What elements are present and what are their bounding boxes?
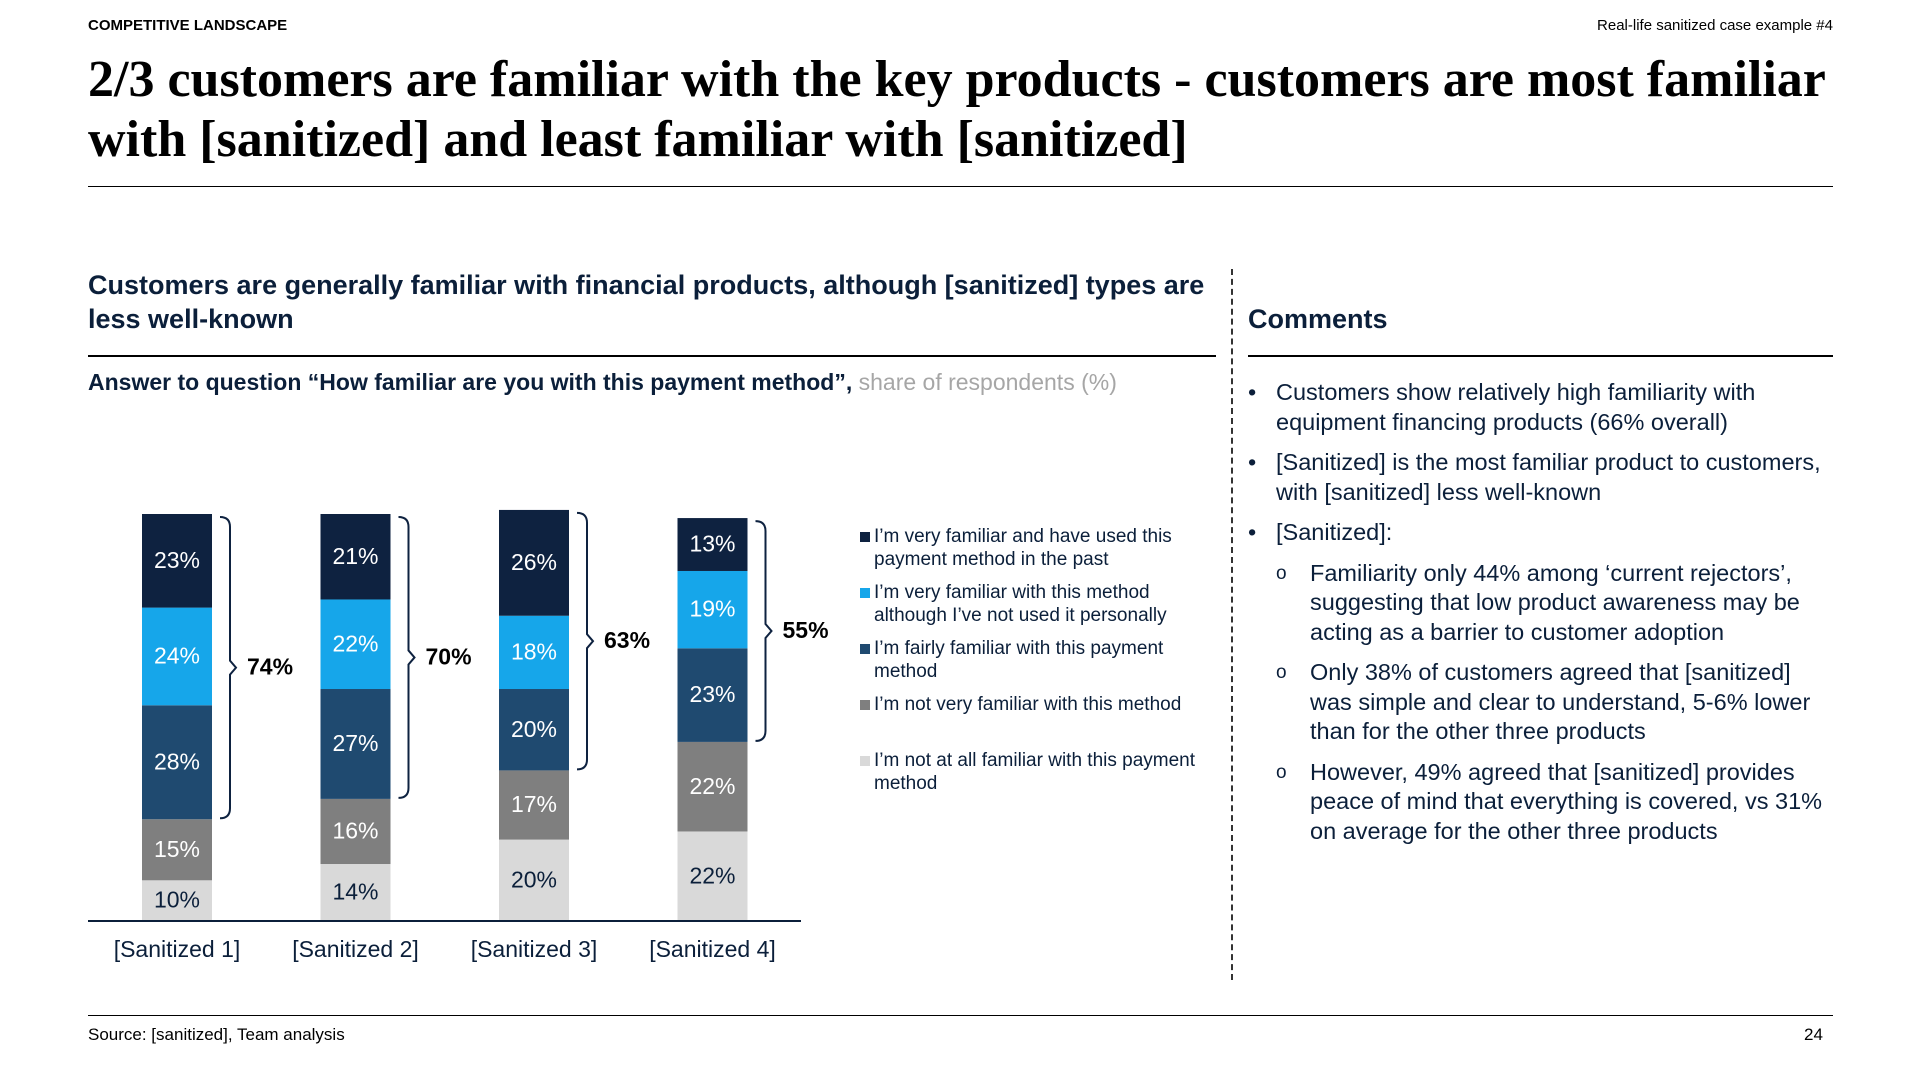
value-label: 23% <box>154 547 200 573</box>
bar-segment <box>320 514 391 600</box>
legend-label: I’m very familiar and have used this pay… <box>874 526 1172 570</box>
value-label: 20% <box>511 866 557 892</box>
bar-segment <box>499 615 569 690</box>
legend-label: I’m not very familiar with this method <box>874 694 1182 715</box>
bar-segment <box>677 570 748 649</box>
bar-segment <box>320 689 391 799</box>
legend-item: I’m very familiar with this method altho… <box>860 581 1214 627</box>
bar-segment <box>320 798 391 865</box>
comment-item: Customers show relatively high familiari… <box>1248 378 1838 437</box>
bar-segment <box>320 599 391 690</box>
comment-item: [Sanitized]: <box>1248 518 1838 548</box>
bar-segment <box>677 648 748 742</box>
bracket <box>398 516 416 799</box>
legend-swatch <box>860 588 870 598</box>
legend-swatch <box>860 532 870 542</box>
comment-subitem: Only 38% of customers agreed that [sanit… <box>1276 658 1838 747</box>
bar-segment <box>142 514 212 608</box>
category-label: [Sanitized 3] <box>471 936 598 962</box>
bracket <box>755 520 773 742</box>
value-label: 16% <box>332 818 378 844</box>
bracket <box>576 511 595 771</box>
chart-title: Customers are generally familiar with fi… <box>88 270 1205 334</box>
value-label: 10% <box>154 887 200 913</box>
comment-item: [Sanitized] is the most familiar product… <box>1248 448 1838 507</box>
bracket <box>219 516 238 820</box>
title-rule <box>88 186 1833 187</box>
legend-item: I’m not very familiar with this method <box>860 693 1214 716</box>
value-label: 22% <box>332 630 378 656</box>
total-label: 70% <box>426 644 472 670</box>
legend-item: I’m fairly familiar with this payment me… <box>860 637 1214 683</box>
legend-swatch <box>860 756 870 766</box>
legend-item: I’m not at all familiar with this paymen… <box>860 749 1214 795</box>
divider <box>1231 269 1233 980</box>
page-number: 24 <box>1804 1025 1823 1044</box>
value-label: 13% <box>689 531 735 557</box>
legend-label: I’m not at all familiar with this paymen… <box>874 750 1196 794</box>
legend-swatch <box>860 700 870 710</box>
bar-segment <box>499 770 569 840</box>
question: Answer to question “How familiar are you… <box>88 369 853 395</box>
bar-segment <box>677 518 748 571</box>
bar-segment <box>320 864 391 921</box>
category-label: [Sanitized 1] <box>114 936 241 962</box>
chart-subtitle: Answer to question “How familiar are you… <box>88 369 1117 396</box>
bar-segment <box>499 689 569 771</box>
value-label: 14% <box>332 879 378 905</box>
comments-title: Comments <box>1248 304 1388 334</box>
unit-note: share of respondents (%) <box>858 369 1117 395</box>
bar-segment <box>677 741 748 832</box>
bar-segment <box>677 831 748 921</box>
value-label: 15% <box>154 836 200 862</box>
value-label: 21% <box>332 543 378 569</box>
slide-title: 2/3 customers are familiar with the key … <box>88 51 1825 168</box>
total-label: 55% <box>783 617 829 643</box>
bar-segment <box>142 705 212 820</box>
bar-segment <box>142 880 212 921</box>
legend-label: I’m fairly familiar with this payment me… <box>874 638 1164 682</box>
comment-subitem: Familiarity only 44% among ‘current reje… <box>1276 559 1838 648</box>
bar-segment <box>499 839 569 921</box>
value-label: 17% <box>511 791 557 817</box>
legend-swatch <box>860 644 870 654</box>
value-label: 20% <box>511 716 557 742</box>
value-label: 19% <box>689 596 735 622</box>
comments-rule <box>1248 355 1833 357</box>
category-label: [Sanitized 2] <box>292 936 419 962</box>
value-label: 18% <box>511 638 557 664</box>
value-label: 27% <box>332 730 378 756</box>
case-label: Real-life sanitized case example #4 <box>1597 17 1833 34</box>
value-label: 26% <box>511 549 557 575</box>
legend-item: I’m very familiar and have used this pay… <box>860 525 1214 571</box>
comment-subitem: However, 49% agreed that [sanitized] pro… <box>1276 758 1838 847</box>
source: Source: [sanitized], Team analysis <box>88 1025 345 1044</box>
total-label: 74% <box>247 654 293 680</box>
value-label: 22% <box>689 862 735 888</box>
bar-segment <box>142 819 212 881</box>
comments-list: Customers show relatively high familiari… <box>1248 378 1838 857</box>
total-label: 63% <box>604 627 650 653</box>
value-label: 22% <box>689 773 735 799</box>
value-label: 24% <box>154 643 200 669</box>
value-label: 28% <box>154 748 200 774</box>
chart-title-rule <box>88 355 1216 357</box>
bar-segment <box>142 607 212 706</box>
footer-rule <box>88 1015 1833 1016</box>
bar-segment <box>499 509 569 616</box>
category-label: [Sanitized 4] <box>649 936 776 962</box>
section-label: COMPETITIVE LANDSCAPE <box>88 17 288 34</box>
value-label: 23% <box>689 681 735 707</box>
legend-label: I’m very familiar with this method altho… <box>874 582 1167 626</box>
